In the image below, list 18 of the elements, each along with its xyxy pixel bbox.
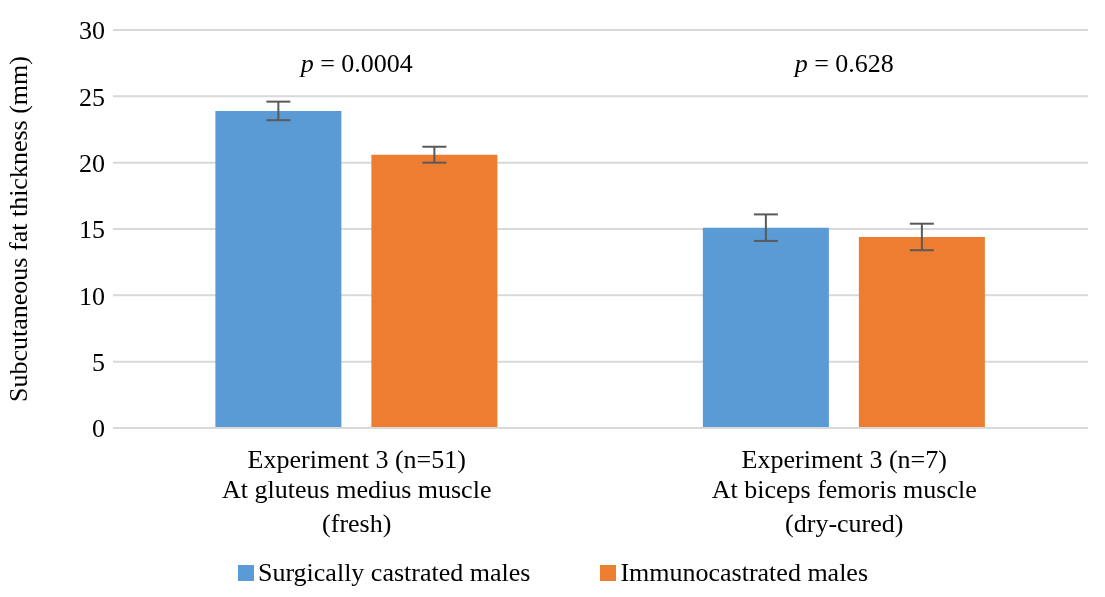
x-tick-label: Experiment 3 (n=7) At biceps femoris muscle (dry-cured) [711,445,977,538]
y-tick-label: 15 [79,215,105,245]
bar [858,236,985,428]
x-tick-label: Experiment 3 (n=51) At gluteus medius muscle (fresh) [222,445,492,538]
y-tick-label: 10 [79,281,105,311]
legend-label: Immunocastrated males [619,558,869,588]
y-tick-label: 0 [92,414,105,444]
bar [215,110,342,428]
annotation: p = 0.628 [792,48,894,78]
bar [702,227,829,428]
y-axis-title: Subcutaneous fat thickness (mm) [4,56,34,402]
bar [371,154,498,428]
y-tick-label: 20 [79,148,105,178]
legend-label: Surgically castrated males [256,558,531,588]
y-tick-label: 5 [92,347,105,377]
y-tick-label: 30 [79,16,105,46]
y-tick-label: 25 [79,82,105,112]
annotation: p = 0.0004 [298,48,413,78]
